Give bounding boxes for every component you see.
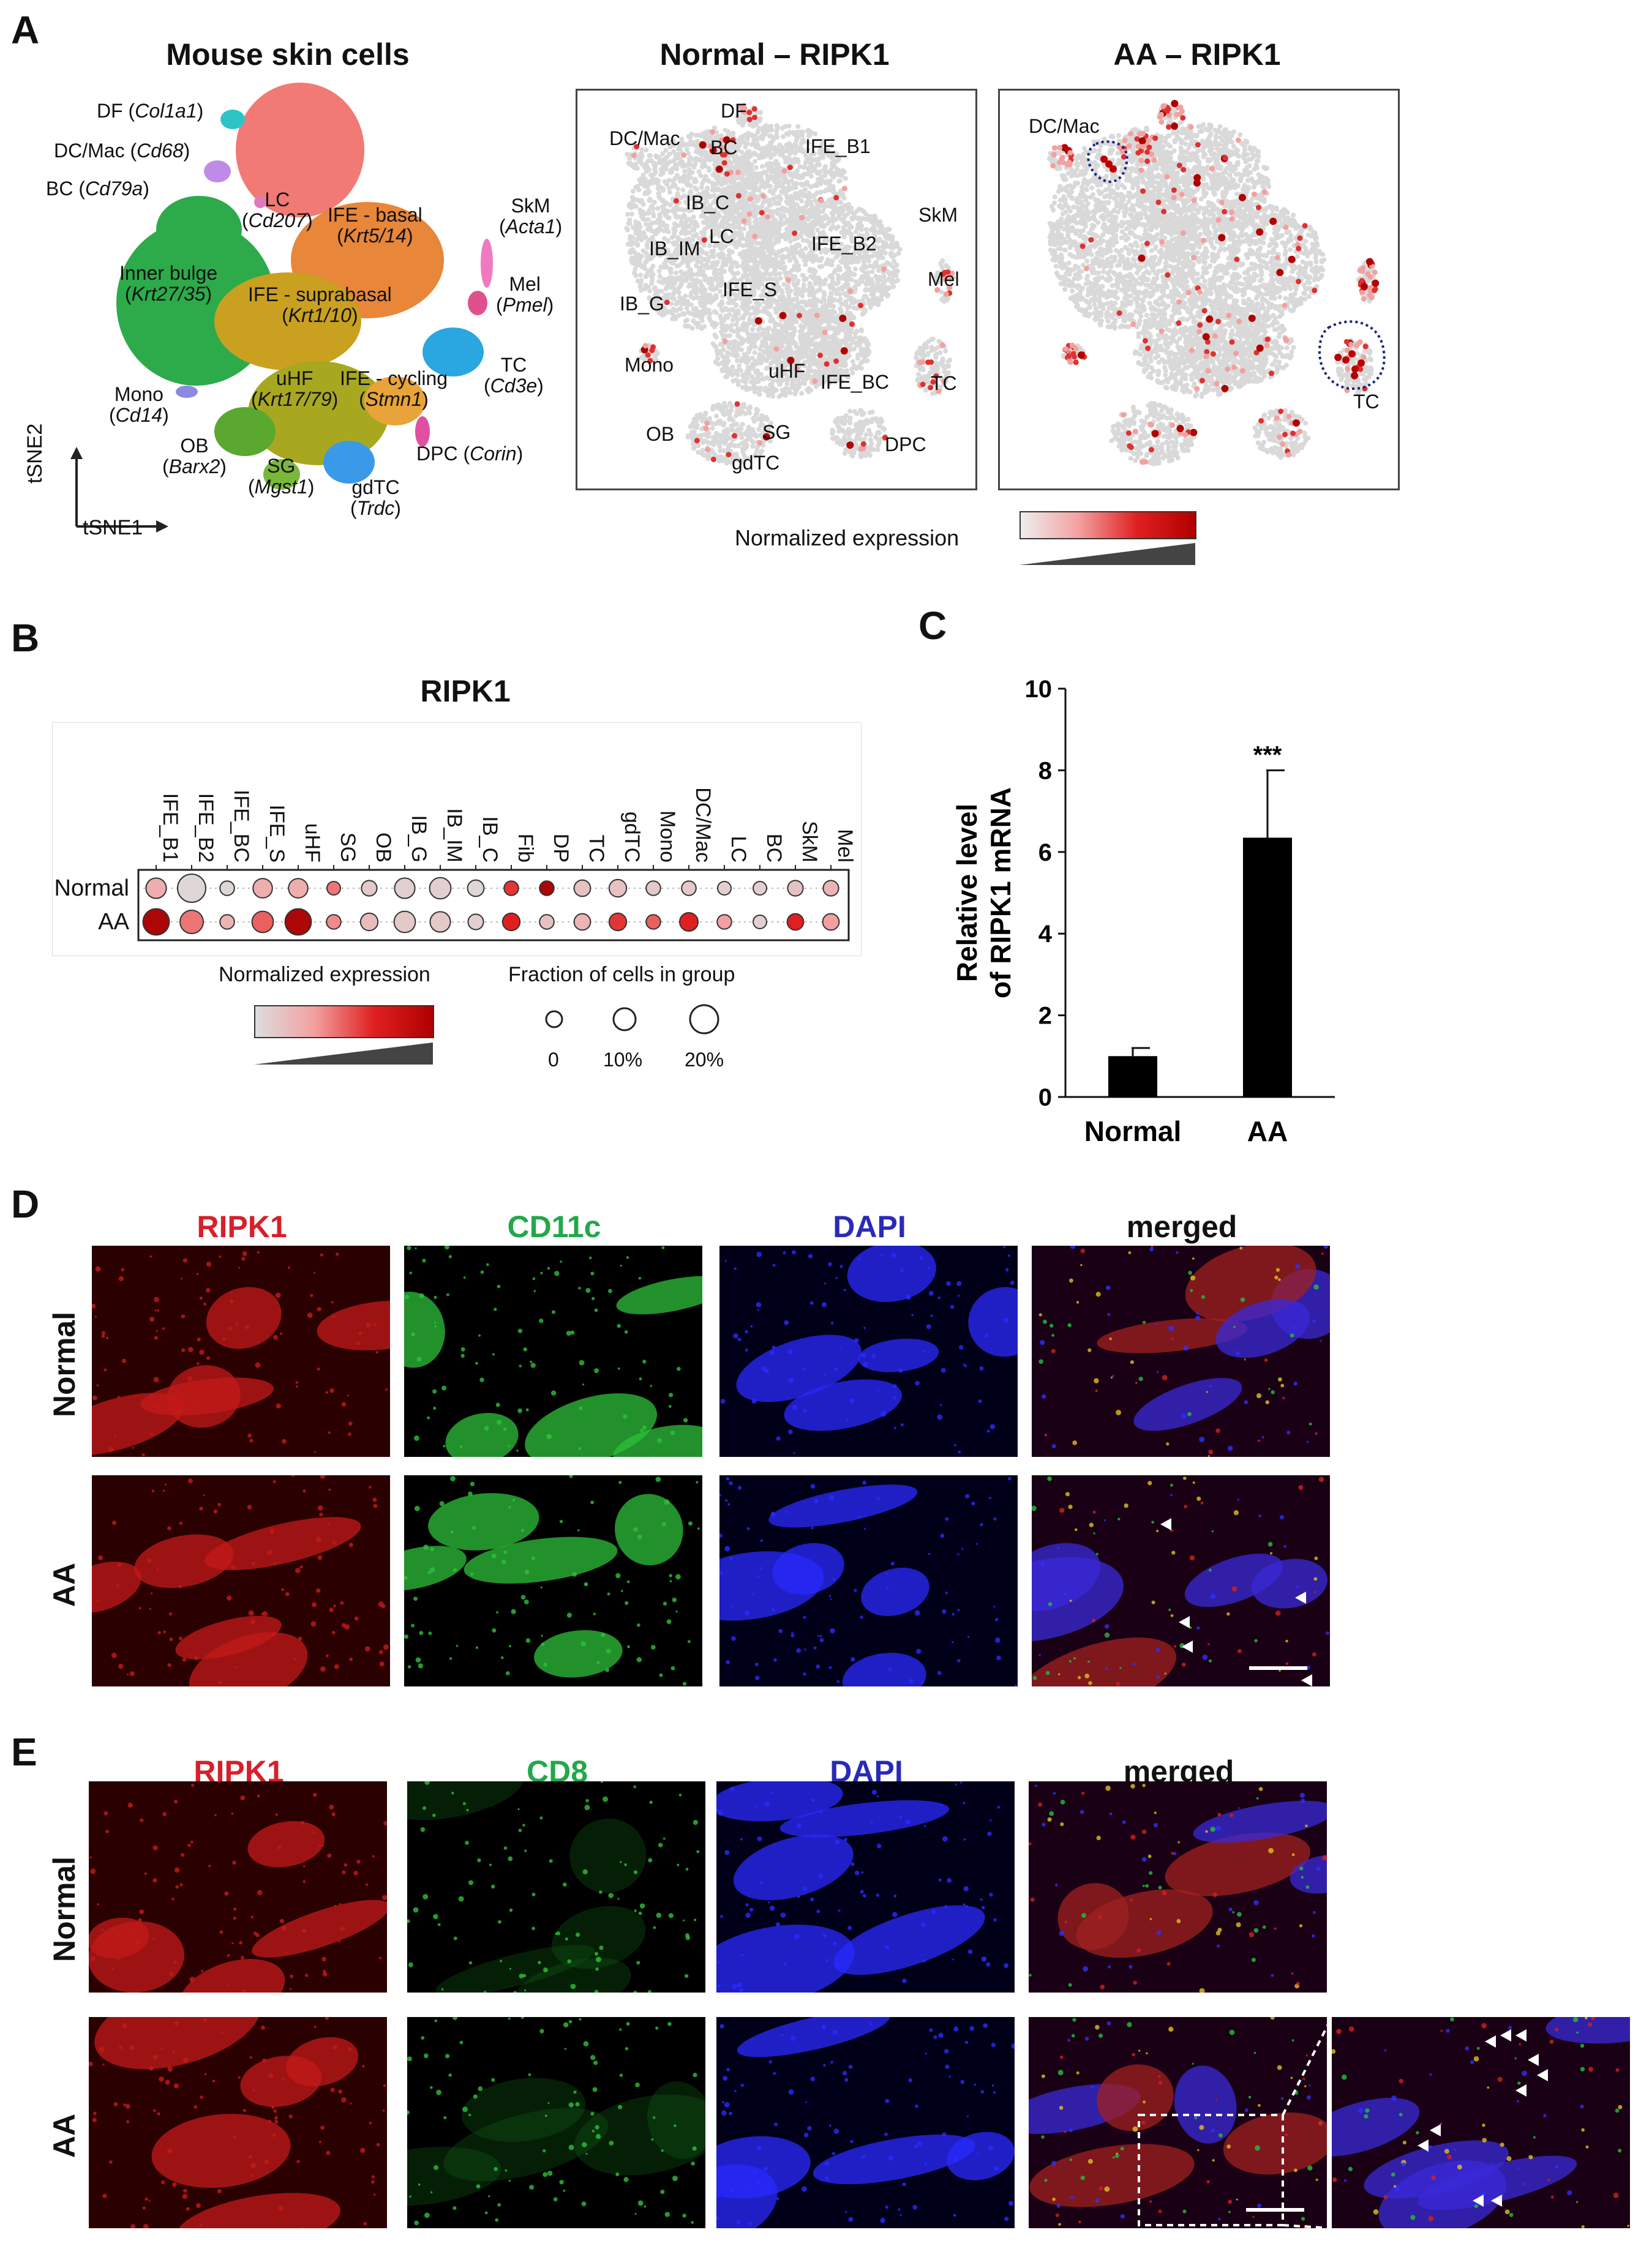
tsne-cell-point: [753, 165, 759, 170]
tsne-cell-point: [765, 179, 770, 184]
tsne1-axis-label: tSNE1: [83, 516, 143, 539]
tsne-cell-point: [799, 182, 805, 188]
tsne-cell-point: [843, 176, 848, 181]
cluster-ife-suprabasal: [214, 272, 361, 370]
cluster-ife-basal: [236, 83, 364, 217]
cluster-label-uhf: uHF (Krt17/79): [251, 367, 339, 410]
cluster-label-mel: Mel (Pmel): [496, 273, 554, 316]
tsne-cell-point: [743, 144, 748, 150]
cluster-label-ob: OB (Barx2): [162, 435, 227, 477]
cluster-gdtc: [323, 441, 375, 484]
tsne-cell-point: [841, 195, 847, 201]
tsne-cell-point: [805, 147, 811, 152]
cluster-mono: [176, 386, 198, 398]
tsne1-arrowhead: [156, 520, 168, 533]
tsne-title: Mouse skin cells: [166, 37, 410, 72]
tsne-cell-point: [814, 190, 820, 195]
cluster-tc: [422, 327, 484, 376]
cluster-dc-mac: [204, 160, 231, 182]
cluster-bc: [156, 196, 242, 263]
cluster-mel: [468, 291, 487, 315]
tsne-cell-point: [739, 149, 745, 155]
normal-ripk1-tsne: [576, 89, 977, 490]
cluster-ife-cycling: [364, 376, 426, 425]
tsne-cell-point: [819, 151, 825, 156]
tsne-cell-point: [828, 143, 834, 148]
cluster-label-bc: BC (Cd79a): [46, 178, 149, 200]
tsne-cell-point: [795, 124, 801, 129]
cluster-label-dc-mac: DC/Mac (Cd68): [54, 140, 190, 162]
tsne-cell-point: [743, 132, 748, 138]
tsne-cell-point: [818, 145, 823, 151]
tsne-cell-point: [793, 141, 798, 147]
tsne-cell-point: [795, 159, 801, 165]
tsne-cell-point: [818, 190, 824, 195]
cluster-label-ife-cycling: IFE - cycling (Stmn1): [340, 367, 448, 410]
cluster-label-inner-bulge: Inner bulge (Krt27/35): [119, 262, 218, 305]
tsne-clusters-svg: [70, 83, 493, 533]
cluster-label-sg: SG (Mgst1): [248, 455, 315, 498]
cluster-label-ife-basal: IFE - basal (Krt5/14): [328, 204, 422, 247]
tsne2-axis-label: tSNE2: [23, 423, 47, 484]
cluster-lc: [254, 196, 266, 208]
cluster-skm: [481, 239, 493, 288]
cluster-label-skm: SkM (Acta1): [499, 195, 563, 238]
cluster-label-gdtc: gdTC (Trdc): [350, 476, 401, 519]
normal-ripk1-svg: [624, 102, 956, 466]
tsne-cell-point: [745, 136, 750, 141]
cluster-label-lc: LC (Cd207): [242, 189, 313, 231]
panel-label-a: A: [11, 8, 40, 52]
tsne2-arrowhead: [70, 447, 83, 459]
tsne-cell-point: [806, 140, 811, 146]
cluster-label-tc: TC (Cd3e): [484, 354, 544, 397]
cluster-label-ife-suprabasal: IFE - suprabasal (Krt1/10): [248, 283, 392, 326]
tsne-cell-point: [757, 125, 762, 131]
tsne-cluster-plot: [55, 58, 539, 542]
tsne-cell-point: [755, 130, 760, 135]
cluster-uhf: [248, 361, 389, 465]
normal-ripk1-title: Normal – RIPK1: [659, 37, 890, 72]
tsne-cell-point: [797, 164, 803, 170]
tsne-cell-point: [794, 138, 799, 143]
tsne-cell-point: [787, 156, 792, 162]
cluster-df: [220, 110, 245, 129]
tsne-cell-point: [773, 159, 779, 164]
cluster-dpc: [415, 416, 430, 447]
cluster-sg: [263, 459, 300, 490]
cluster-ob: [214, 407, 276, 456]
cluster-label-df: DF (Col1a1): [97, 100, 204, 122]
tsne-cell-point: [774, 129, 779, 133]
cluster-label-mono: Mono (Cd14): [109, 383, 169, 426]
tsne-cell-point: [795, 168, 800, 173]
tsne-cell-point: [749, 142, 754, 148]
cluster-label-dpc: DPC (Corin): [416, 443, 524, 465]
tsne-cell-point: [786, 124, 792, 129]
